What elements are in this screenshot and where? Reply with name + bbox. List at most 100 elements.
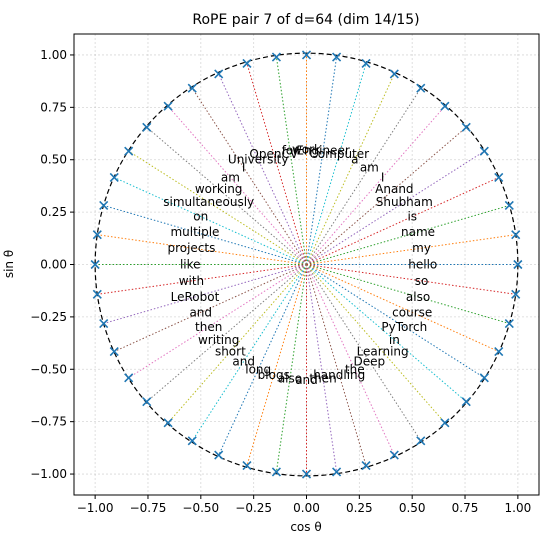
token-label: short (215, 345, 246, 359)
token-marker (461, 397, 471, 407)
y-tick-label: 1.00 (40, 48, 67, 62)
token-ray (128, 150, 307, 265)
token-ray (191, 87, 307, 265)
token-label: and (189, 305, 212, 319)
token-ray (306, 87, 422, 265)
token-ray (306, 176, 499, 265)
token-ray (114, 176, 307, 265)
token-marker (242, 460, 252, 471)
token-label: PyTorch (381, 320, 427, 334)
x-tick-label: −1.00 (77, 501, 114, 515)
token-ray (306, 264, 485, 379)
token-label: am (221, 170, 240, 184)
token-marker (416, 83, 426, 93)
token-label: a (351, 153, 358, 167)
token-ray (306, 264, 510, 325)
x-tick-label: 1.00 (505, 501, 532, 515)
token-ray (218, 73, 307, 265)
token-label: OpenCV (249, 147, 298, 161)
token-marker (494, 346, 504, 357)
token-marker (109, 172, 119, 183)
token-label: writing (198, 333, 239, 347)
token-label: handling (313, 368, 365, 382)
token-marker (92, 230, 102, 240)
token-label: course (392, 305, 432, 319)
token-marker (124, 373, 134, 383)
token-marker (494, 172, 504, 183)
token-marker (109, 346, 119, 357)
grid (74, 34, 539, 495)
y-tick-label: 0.50 (40, 153, 67, 167)
token-label: in (389, 333, 400, 347)
token-label: am (360, 161, 379, 175)
token-ray (306, 264, 446, 424)
token-ray (167, 264, 307, 424)
token-marker (92, 289, 102, 299)
token-ray (191, 264, 307, 442)
token-ray (103, 264, 307, 325)
token-label: then (195, 320, 222, 334)
token-labels: hellomynameisShubhamAnandIamaComputerEng… (163, 142, 437, 387)
token-marker (214, 450, 224, 460)
y-tick-label: 0.75 (40, 100, 67, 114)
token-marker (332, 52, 342, 62)
token-ray (306, 126, 467, 265)
token-label: name (401, 225, 435, 239)
token-label: then (309, 372, 336, 386)
x-tick-label: −0.25 (235, 501, 272, 515)
token-marker (504, 318, 514, 329)
token-label: simultaneously (163, 195, 254, 209)
token-ray (97, 264, 307, 295)
token-label: the (345, 362, 365, 376)
token-label: also (278, 372, 302, 386)
axis-ticks: −1.00 −0.75 −0.50 −0.25 0.00 0.25 0.50 0.75 1.00… (30, 48, 531, 515)
token-marker (361, 460, 371, 471)
token-marker (513, 259, 523, 270)
token-label: Deep (354, 354, 386, 368)
x-tick-label: 0.25 (346, 501, 373, 515)
token-label: with (179, 274, 204, 288)
token-ray (306, 264, 422, 442)
token-label: LeRobot (171, 290, 220, 304)
token-ray (97, 234, 307, 265)
token-marker (301, 50, 312, 60)
token-label: my (412, 241, 431, 255)
y-tick-label: −0.50 (30, 362, 67, 376)
token-label: Anand (375, 182, 413, 196)
token-marker (361, 58, 371, 69)
token-marker (187, 436, 197, 446)
token-marker (479, 373, 489, 383)
token-label: is (407, 210, 417, 224)
token-marker (99, 318, 109, 329)
token-marker (271, 467, 281, 477)
token-label: projects (167, 241, 215, 255)
token-ray (306, 73, 395, 265)
token-label: long (245, 362, 271, 376)
chart-title: RoPE pair 7 of d=64 (dim 14/15) (192, 12, 419, 28)
token-rays (95, 54, 518, 475)
token-ray (167, 105, 307, 265)
token-ray (306, 150, 485, 265)
token-ray (128, 264, 307, 379)
token-marker (124, 146, 134, 156)
x-tick-label: 0.00 (293, 501, 320, 515)
token-ray (306, 264, 499, 353)
token-marker (461, 122, 471, 132)
token-label: University (228, 153, 289, 167)
token-marker (271, 52, 281, 62)
token-marker (163, 418, 173, 428)
token-label: Engineer (296, 143, 350, 157)
token-marker (90, 259, 100, 270)
x-tick-label: 0.50 (399, 501, 426, 515)
token-marker (187, 83, 197, 93)
y-tick-label: 0.25 (40, 205, 67, 219)
y-tick-label: −0.25 (30, 310, 67, 324)
token-ray (146, 126, 307, 265)
token-label: Shubham (376, 195, 433, 209)
token-label: for (282, 143, 299, 157)
token-label: also (406, 290, 430, 304)
token-marker (142, 397, 152, 407)
token-label: Learning (357, 345, 409, 359)
token-marker (389, 450, 399, 460)
token-marker (389, 69, 399, 79)
